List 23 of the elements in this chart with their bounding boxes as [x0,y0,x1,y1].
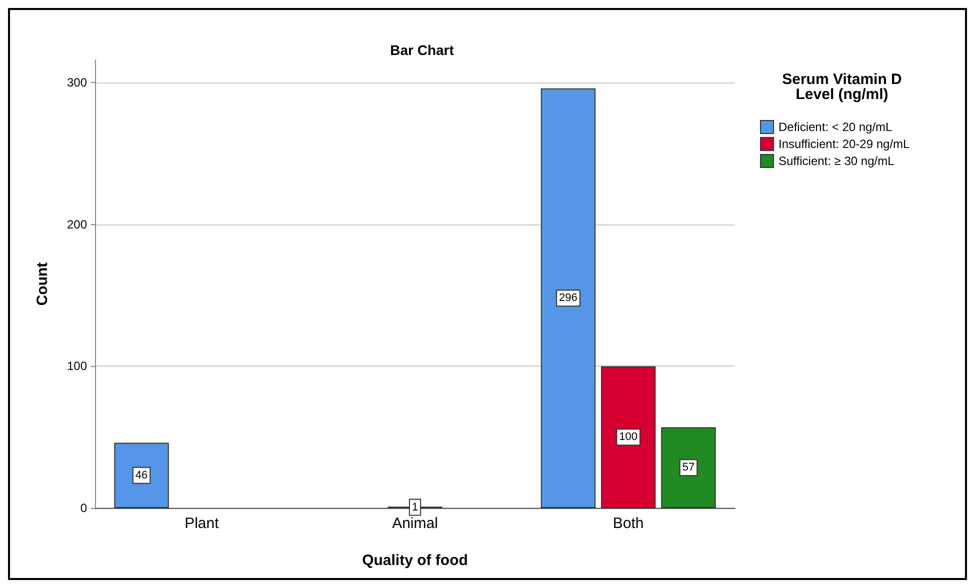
x-axis-title: Quality of food [362,552,468,569]
bar [661,427,716,508]
data-label: 57 [682,462,695,474]
bar [114,442,169,508]
x-tick-label: Plant [184,515,220,532]
y-tick-label: 0 [80,501,88,515]
chart-title: Bar Chart [390,42,454,58]
legend-label: Sufficient: ≥ 30 ng/mL [778,154,895,168]
bar [601,366,656,508]
legend-title: Serum Vitamin D Level (ng/ml) [782,71,902,103]
bar [540,88,596,508]
y-tick-label: 200 [66,217,88,232]
data-label: 1 [412,501,418,514]
data-label: 46 [135,469,148,482]
y-tick-label: 100 [66,359,88,374]
data-label: 100 [619,431,638,444]
y-tick-label: 300 [66,76,88,90]
legend-label: Insufficient: 20-29 ng/mL [778,137,910,151]
x-tick-label: Animal [392,515,438,532]
y-axis-title: Count [34,262,51,306]
x-tick-label: Both [612,515,644,532]
legend-label: Deficient: < 20 ng/mL [778,120,893,134]
data-label: 296 [559,292,578,304]
